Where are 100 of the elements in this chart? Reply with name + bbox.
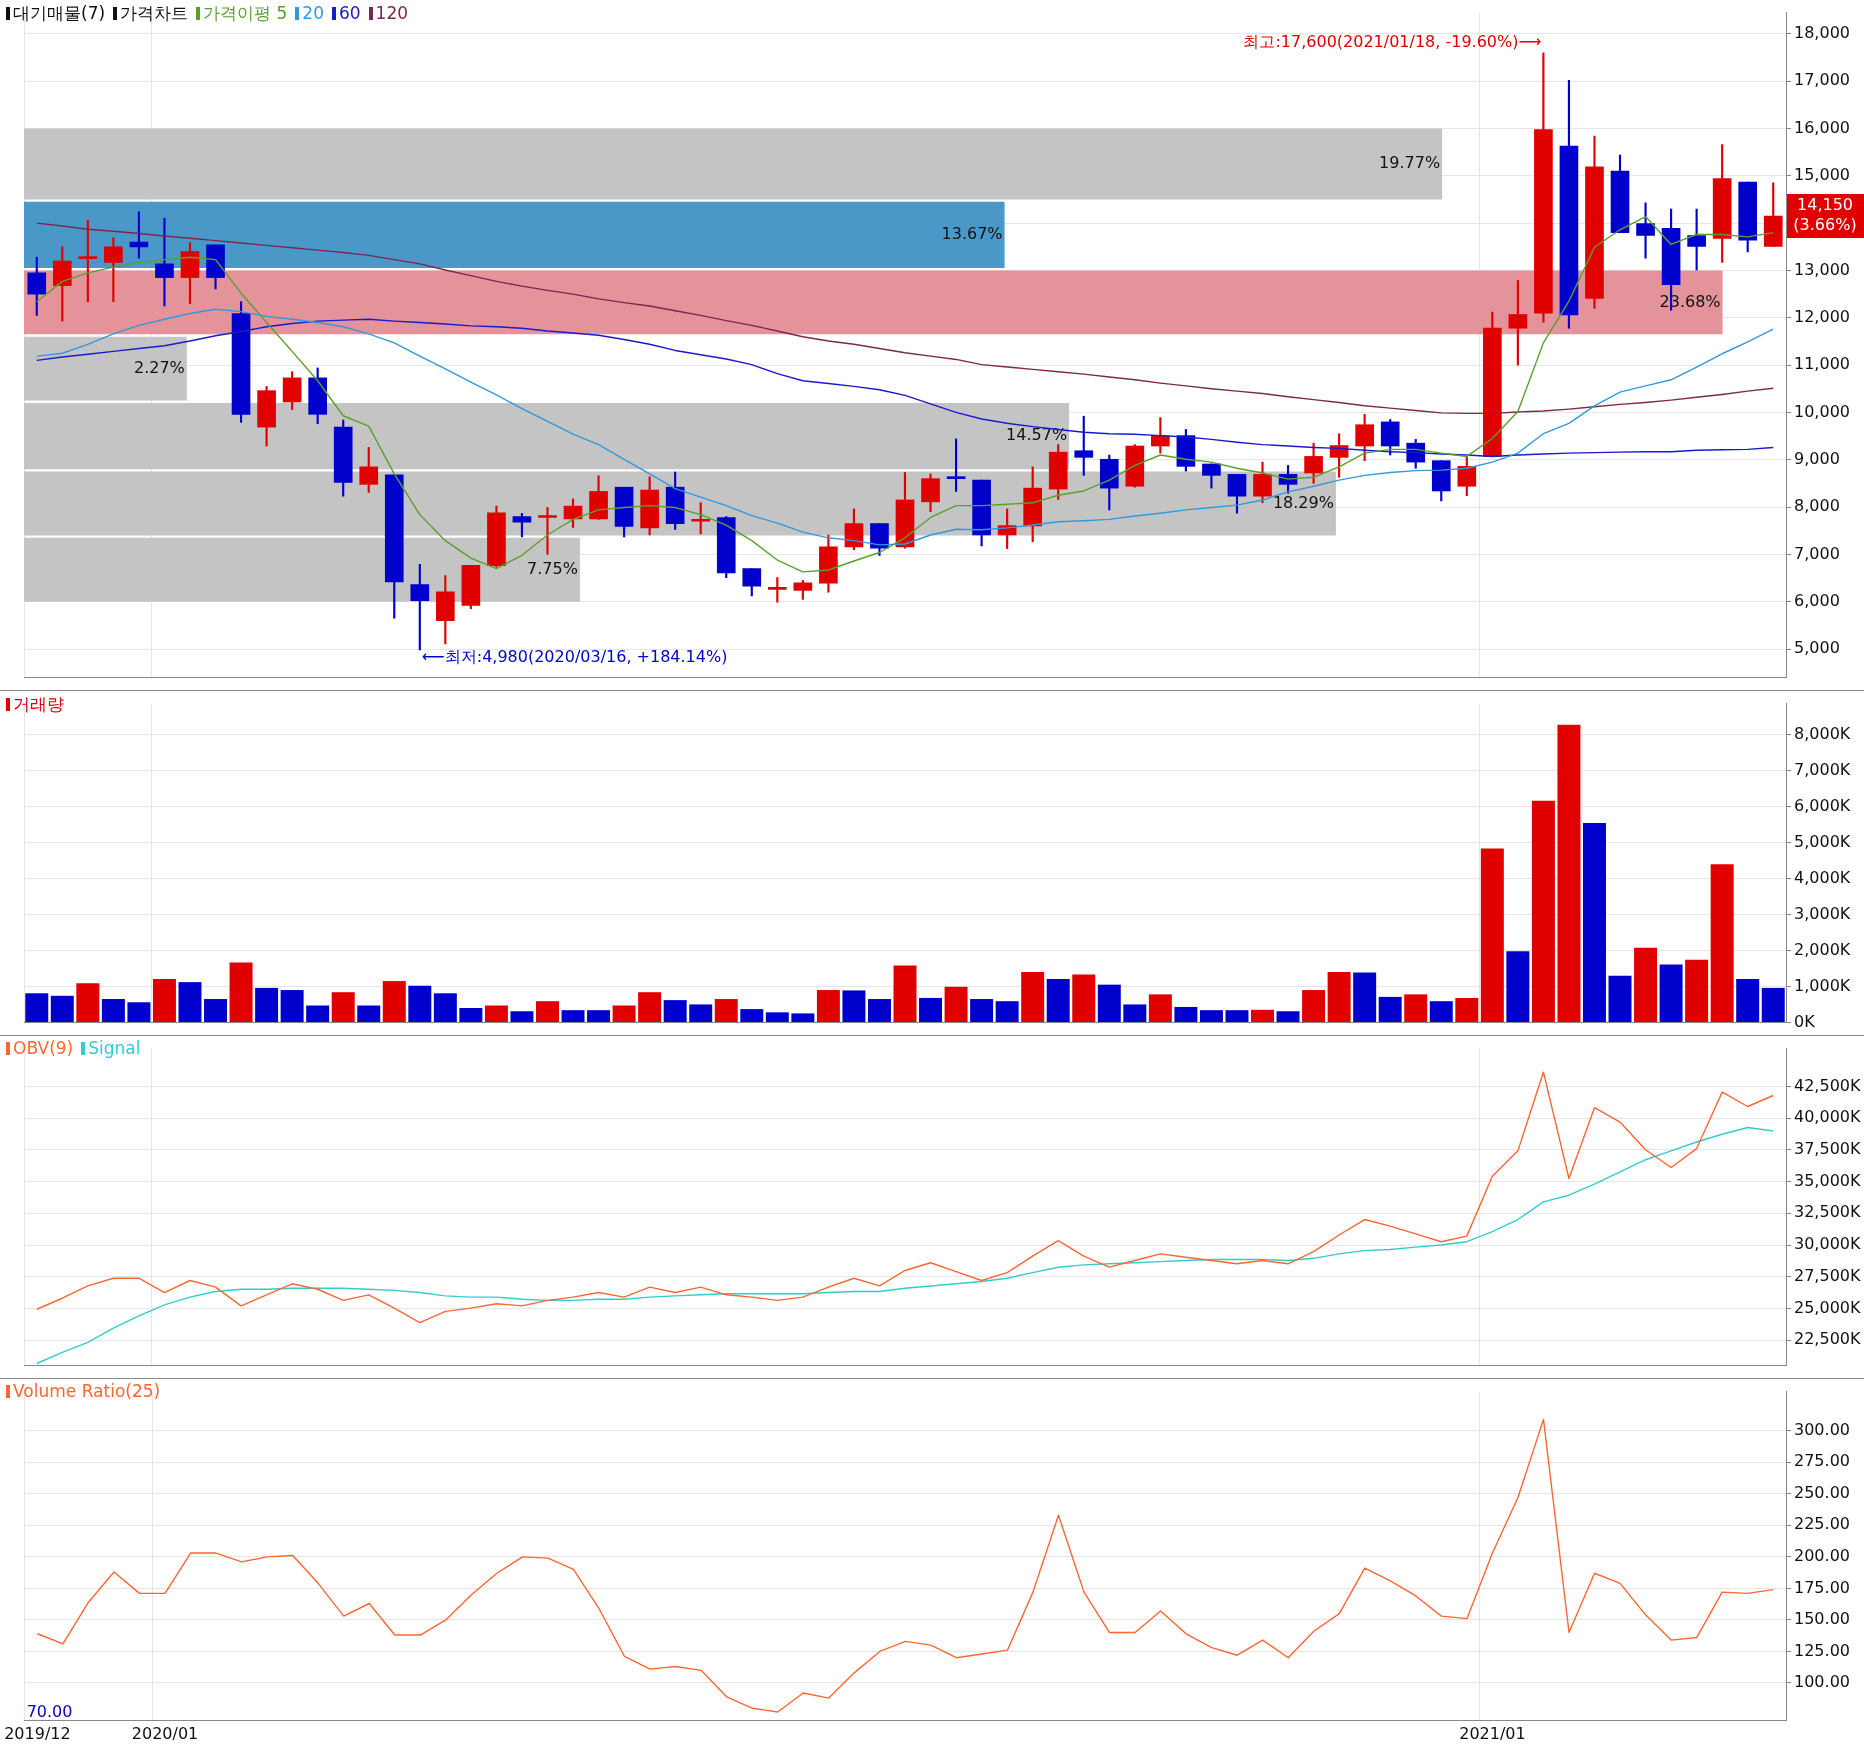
y-tick-label: 150.00 <box>1794 1609 1850 1629</box>
legend-label: Signal <box>87 1038 141 1058</box>
annotation: 가격차트 <box>119 3 189 23</box>
bar <box>663 1000 687 1022</box>
band-label: 2.27% <box>134 357 185 377</box>
band-label: 19.77% <box>1379 153 1441 173</box>
annotation: 70.00 <box>26 1701 73 1721</box>
bar <box>1148 994 1172 1022</box>
y-tick-label: 11,000 <box>1794 354 1850 374</box>
bar <box>357 1005 381 1022</box>
y-tick-label: 42,500K <box>1794 1075 1861 1095</box>
band-label: 13.67% <box>941 224 1003 244</box>
bar <box>1072 974 1096 1022</box>
candlestick <box>512 512 532 538</box>
bar <box>842 990 866 1022</box>
bar <box>638 992 662 1022</box>
legend-label: 20 <box>301 3 324 23</box>
bar <box>1531 800 1555 1022</box>
bar <box>1455 997 1479 1022</box>
candlestick <box>410 563 430 651</box>
annotation: 최고:17,600(2021/01/18, -19.60%)⟶ <box>1243 31 1542 51</box>
candlestick <box>333 419 353 497</box>
bar <box>1378 996 1402 1022</box>
y-tick-label: 4,000K <box>1794 867 1851 887</box>
y-tick-label: 300.00 <box>1794 1419 1850 1439</box>
bar <box>382 981 406 1022</box>
bar <box>1736 978 1760 1022</box>
bar <box>1608 975 1632 1022</box>
y-tick-label: 13,000 <box>1794 259 1850 279</box>
annotation: ⟵최저:4,980(2020/03/16, +184.14%) <box>421 647 728 667</box>
bar <box>178 982 202 1022</box>
band-label: 18.29% <box>1272 492 1334 512</box>
bar <box>867 999 891 1022</box>
bar <box>587 1010 611 1022</box>
bar <box>740 1009 764 1022</box>
y-tick-label: 37,500K <box>1794 1139 1861 1159</box>
band-label: 7.75% <box>527 558 578 578</box>
bar <box>101 999 125 1022</box>
bar <box>816 990 840 1022</box>
band-label: 14.57% <box>1006 425 1068 445</box>
y-tick-label: 15,000 <box>1794 165 1850 184</box>
bar <box>1097 984 1121 1022</box>
y-tick-label: 6,000K <box>1794 795 1851 815</box>
bar <box>1276 1011 1300 1022</box>
chart-title: 거래량 <box>13 694 64 714</box>
bar <box>1634 947 1658 1022</box>
annotation: 대기매물(7) <box>12 3 106 23</box>
y-tick-label: 9,000 <box>1794 448 1840 468</box>
y-tick-label: 17,000 <box>1794 70 1850 90</box>
legend-label: 60 <box>337 3 361 23</box>
bar <box>995 1001 1019 1022</box>
y-tick-label: 27,500K <box>1794 1265 1861 1285</box>
bar <box>1199 1010 1223 1022</box>
candlestick <box>359 447 379 493</box>
y-tick-label: 16,000 <box>1794 117 1850 137</box>
candlestick <box>257 386 276 447</box>
bar <box>1225 1010 1249 1022</box>
bar <box>970 999 994 1022</box>
bar <box>1327 972 1351 1022</box>
bar <box>1582 822 1606 1022</box>
bar <box>1046 978 1070 1022</box>
y-tick-label: 200.00 <box>1794 1545 1850 1565</box>
bar <box>331 992 355 1022</box>
bar <box>944 986 968 1022</box>
y-tick-label: 6,000 <box>1794 590 1840 610</box>
bar <box>1710 864 1734 1022</box>
bar <box>1123 1004 1147 1022</box>
y-tick-label: 18,000 <box>1794 23 1850 43</box>
candlestick <box>742 568 762 597</box>
y-tick-label: 7,000 <box>1794 543 1840 563</box>
y-tick-label: 8,000K <box>1794 724 1851 744</box>
bar <box>714 999 738 1022</box>
y-tick-label: 125.00 <box>1794 1640 1850 1660</box>
y-tick-label: 275.00 <box>1794 1451 1850 1471</box>
candlestick <box>436 575 455 645</box>
bar <box>1480 848 1504 1022</box>
candlestick <box>78 219 98 303</box>
legend-label: 가격이평 5 <box>202 3 288 23</box>
candlestick <box>767 577 787 603</box>
bar <box>76 983 100 1022</box>
candlestick <box>946 438 966 492</box>
candlestick <box>538 507 557 555</box>
y-tick-label: 175.00 <box>1794 1577 1850 1597</box>
x-tick-label: 2019/12 <box>4 1723 71 1743</box>
legend-label: OBV(9) <box>12 1038 74 1058</box>
y-tick-label: 2,000K <box>1794 939 1851 959</box>
y-tick-label: 12,000 <box>1794 306 1850 326</box>
candlestick <box>1074 415 1094 476</box>
bar <box>152 978 176 1022</box>
bar <box>484 1005 508 1022</box>
bar <box>1353 972 1377 1022</box>
bar <box>536 1001 559 1022</box>
bar <box>1302 990 1326 1022</box>
text: 14,150 (3.66%) <box>1793 195 1857 235</box>
legend-label: Volume Ratio(25) <box>12 1381 161 1401</box>
bar <box>280 990 304 1022</box>
bar <box>306 1005 330 1022</box>
bar <box>1174 1006 1198 1022</box>
y-tick-label: 40,000K <box>1794 1107 1861 1127</box>
bar <box>50 995 74 1022</box>
